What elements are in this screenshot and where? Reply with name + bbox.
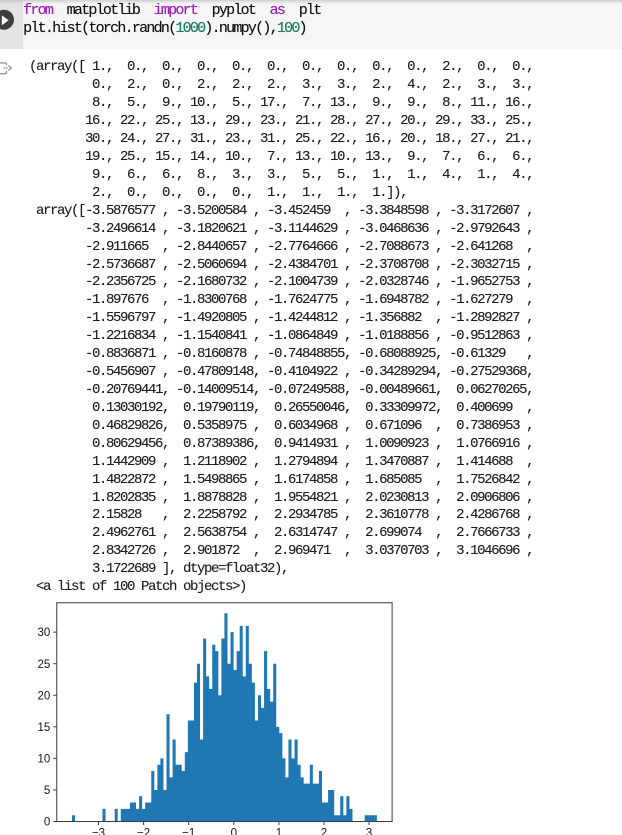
svg-text:5: 5 xyxy=(44,785,50,797)
svg-text:20: 20 xyxy=(37,690,50,702)
svg-text:0: 0 xyxy=(231,828,237,835)
svg-text:−3: −3 xyxy=(92,828,105,835)
svg-text:2: 2 xyxy=(321,828,327,835)
svg-text:−2: −2 xyxy=(137,828,150,835)
svg-text:0: 0 xyxy=(44,817,50,829)
svg-text:15: 15 xyxy=(37,722,50,734)
svg-text:−1: −1 xyxy=(182,828,195,835)
svg-text:30: 30 xyxy=(37,627,50,639)
svg-text:3: 3 xyxy=(366,828,372,835)
svg-text:1: 1 xyxy=(276,828,282,835)
svg-text:25: 25 xyxy=(37,659,50,671)
svg-text:10: 10 xyxy=(37,753,50,765)
